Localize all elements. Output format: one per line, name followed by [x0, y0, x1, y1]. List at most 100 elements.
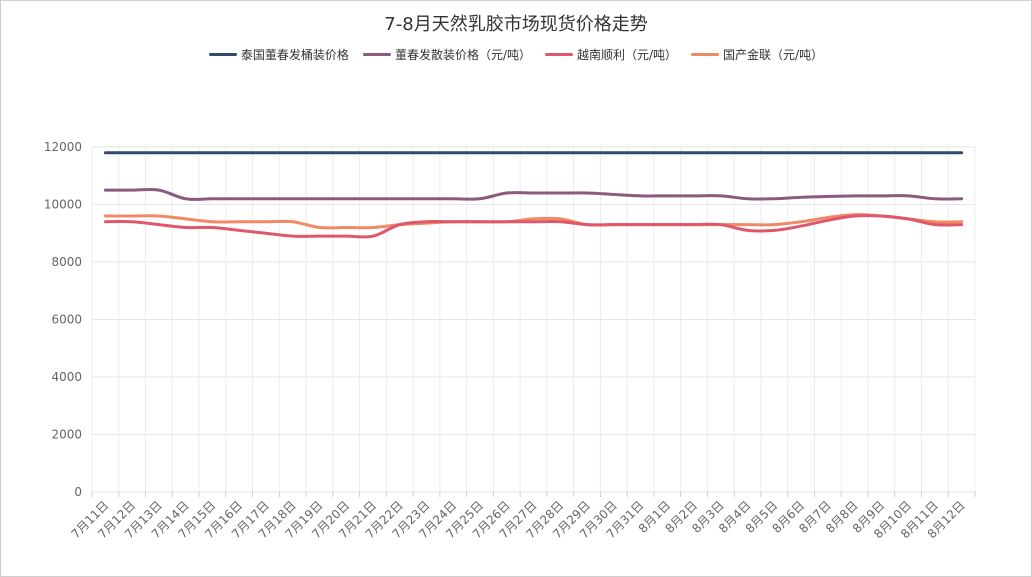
data-point	[478, 151, 482, 154]
legend-label: 国产金联（元/吨）	[723, 48, 824, 62]
data-point	[612, 151, 615, 154]
legend-item[interactable]: 越南顺利（元/吨）	[544, 46, 678, 63]
data-point	[880, 194, 883, 198]
data-point	[318, 226, 321, 229]
data-point	[344, 197, 348, 200]
data-point	[960, 223, 963, 226]
data-point	[130, 151, 134, 154]
legend-swatch	[208, 53, 237, 56]
chart-legend[interactable]: 泰国董春发桶装价格 董春发散装价格（元/吨） 越南顺利（元/吨） 国产金联（元/吨）	[0, 46, 1032, 63]
data-point	[184, 151, 187, 154]
data-point	[371, 234, 375, 238]
data-point	[291, 220, 294, 223]
y-tick-label: 4000	[51, 370, 82, 384]
data-point	[612, 193, 615, 196]
legend-item[interactable]: 泰国董春发桶装价格	[208, 46, 349, 63]
data-point	[773, 151, 776, 154]
data-point	[264, 232, 268, 235]
legend-label: 董春发散装价格（元/吨）	[394, 48, 531, 62]
y-tick-label: 2000	[51, 428, 82, 442]
data-point	[773, 197, 776, 200]
data-point	[344, 151, 348, 154]
y-tick-label: 10000	[44, 198, 82, 212]
data-point	[237, 229, 241, 232]
data-point	[318, 151, 321, 154]
data-point	[933, 197, 937, 200]
data-point	[130, 188, 134, 192]
data-point	[452, 220, 455, 223]
y-tick-label: 6000	[51, 313, 82, 327]
data-point	[264, 151, 268, 154]
legend-item[interactable]: 董春发散装价格（元/吨）	[362, 46, 531, 63]
data-point	[130, 214, 134, 218]
data-point	[505, 220, 508, 223]
data-point	[906, 217, 910, 221]
data-point	[960, 151, 963, 154]
legend-swatch	[691, 53, 720, 56]
legend-label: 泰国董春发桶装价格	[240, 48, 349, 62]
data-point	[452, 151, 455, 154]
data-point	[264, 197, 268, 200]
data-point	[211, 220, 214, 223]
series-lines	[103, 151, 964, 239]
data-point	[692, 194, 696, 198]
data-point	[853, 194, 856, 198]
data-point	[104, 214, 107, 218]
data-point	[157, 188, 161, 192]
series-line	[103, 187, 964, 201]
y-tick-label: 8000	[51, 255, 82, 269]
data-point	[371, 226, 375, 229]
data-point	[344, 226, 348, 229]
data-point	[826, 216, 830, 219]
data-point	[184, 226, 187, 229]
y-tick-label: 12000	[44, 140, 82, 154]
data-point	[291, 151, 294, 154]
data-point	[559, 217, 562, 221]
data-point	[371, 151, 375, 154]
data-point	[799, 196, 803, 199]
data-point	[532, 191, 535, 195]
x-axis: 7月11日7月12日7月13日7月14日7月15日7月16日7月17日7月18日…	[68, 492, 976, 541]
data-point	[184, 217, 187, 221]
data-point	[666, 151, 669, 154]
legend-swatch	[362, 53, 391, 56]
data-point	[826, 195, 830, 198]
data-point	[425, 220, 428, 223]
data-point	[559, 151, 562, 154]
data-point	[425, 197, 428, 200]
data-point	[505, 191, 508, 195]
data-point	[559, 220, 562, 223]
data-point	[505, 151, 508, 154]
y-axis: 0 2000 4000 6000 8000 10000 12000	[44, 140, 82, 499]
data-point	[211, 226, 214, 229]
data-point	[157, 223, 161, 226]
data-point	[639, 194, 642, 198]
data-point	[291, 234, 294, 238]
data-point	[585, 191, 589, 195]
data-point	[425, 151, 428, 154]
data-point	[639, 223, 642, 226]
data-point	[211, 151, 214, 154]
legend-label: 越南顺利（元/吨）	[576, 48, 678, 62]
data-point	[452, 197, 455, 200]
grid	[91, 146, 976, 493]
data-point	[211, 197, 214, 200]
data-point	[478, 197, 482, 200]
legend-item[interactable]: 国产金联（元/吨）	[691, 46, 823, 63]
data-point	[719, 194, 723, 198]
data-point	[585, 151, 589, 154]
data-point	[398, 223, 401, 226]
data-point	[906, 194, 910, 198]
data-point	[799, 151, 803, 154]
legend-swatch	[544, 53, 573, 56]
data-point	[532, 151, 535, 154]
data-point	[799, 220, 803, 223]
data-point	[719, 151, 723, 154]
data-point	[532, 220, 535, 223]
data-point	[318, 234, 321, 238]
data-point	[799, 224, 803, 228]
data-point	[853, 214, 856, 218]
data-point	[264, 220, 268, 223]
data-point	[130, 220, 134, 223]
data-point	[933, 151, 937, 154]
